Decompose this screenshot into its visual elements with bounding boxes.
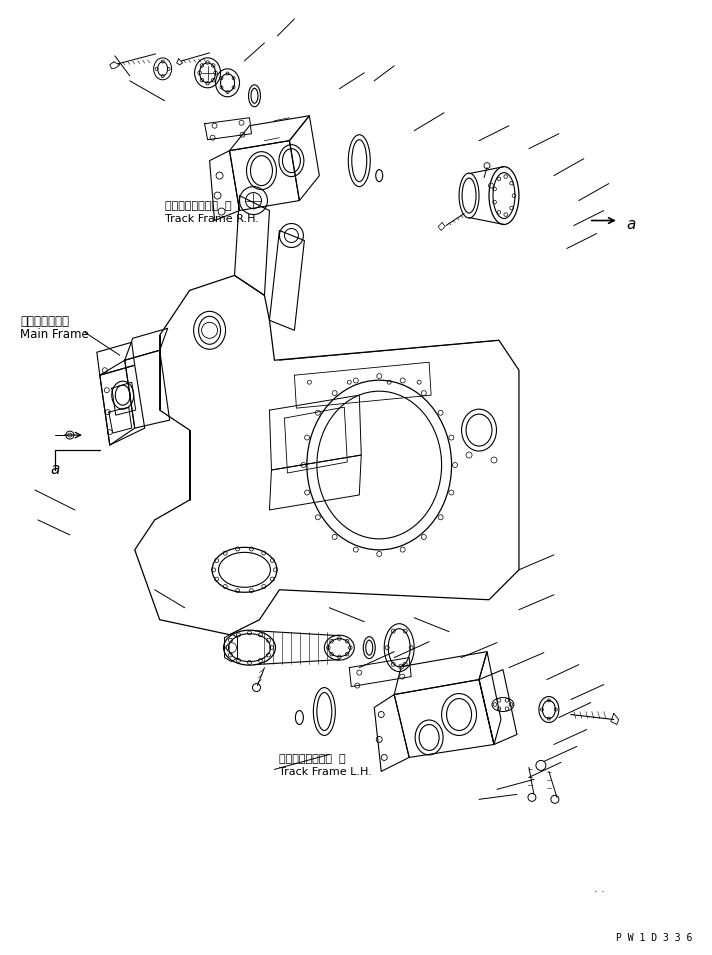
- Text: メインフレーム: メインフレーム: [20, 315, 69, 329]
- Text: . .: . .: [594, 884, 604, 894]
- Text: Track Frame L.H.: Track Frame L.H.: [279, 768, 372, 777]
- Text: Track Frame R.H.: Track Frame R.H.: [164, 214, 258, 223]
- Text: トラックフレーム  右: トラックフレーム 右: [164, 201, 231, 210]
- Text: トラックフレーム  左: トラックフレーム 左: [279, 754, 346, 764]
- Text: P W 1 D 3 3 6: P W 1 D 3 3 6: [616, 933, 692, 943]
- Text: a: a: [627, 217, 636, 231]
- Text: Main Frame: Main Frame: [20, 329, 89, 341]
- Text: a: a: [50, 462, 59, 478]
